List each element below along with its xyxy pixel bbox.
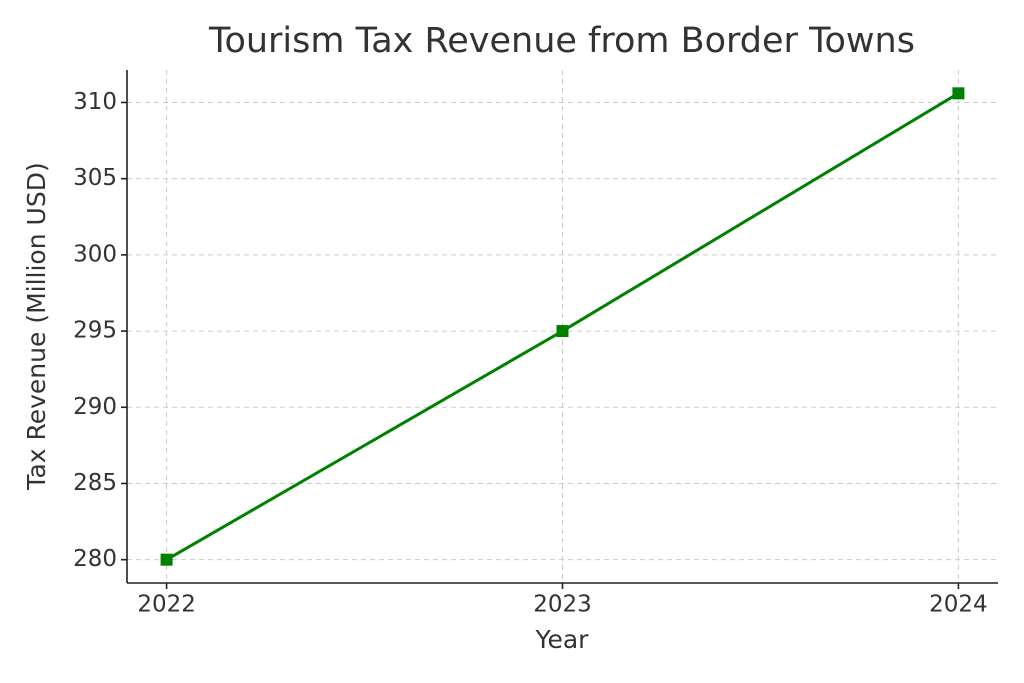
data-point [952, 87, 965, 100]
y-tick-label: 285 [73, 470, 117, 496]
y-tick-label: 300 [73, 241, 117, 267]
y-tick-label: 305 [73, 165, 117, 191]
x-tick-label: 2024 [929, 592, 988, 618]
data-point [160, 553, 173, 566]
y-axis-label: Tax Revenue (Million USD) [22, 162, 51, 490]
y-tick-label: 295 [73, 318, 117, 344]
y-tick-label: 290 [73, 394, 117, 420]
x-tick-label: 2022 [137, 592, 196, 618]
y-tick-label: 280 [73, 546, 117, 572]
chart-title: Tourism Tax Revenue from Border Towns [208, 21, 915, 61]
data-point [556, 325, 569, 338]
y-tick-label: 310 [73, 89, 117, 115]
x-axis-label: Year [535, 625, 590, 654]
x-tick-label: 2023 [533, 592, 592, 618]
